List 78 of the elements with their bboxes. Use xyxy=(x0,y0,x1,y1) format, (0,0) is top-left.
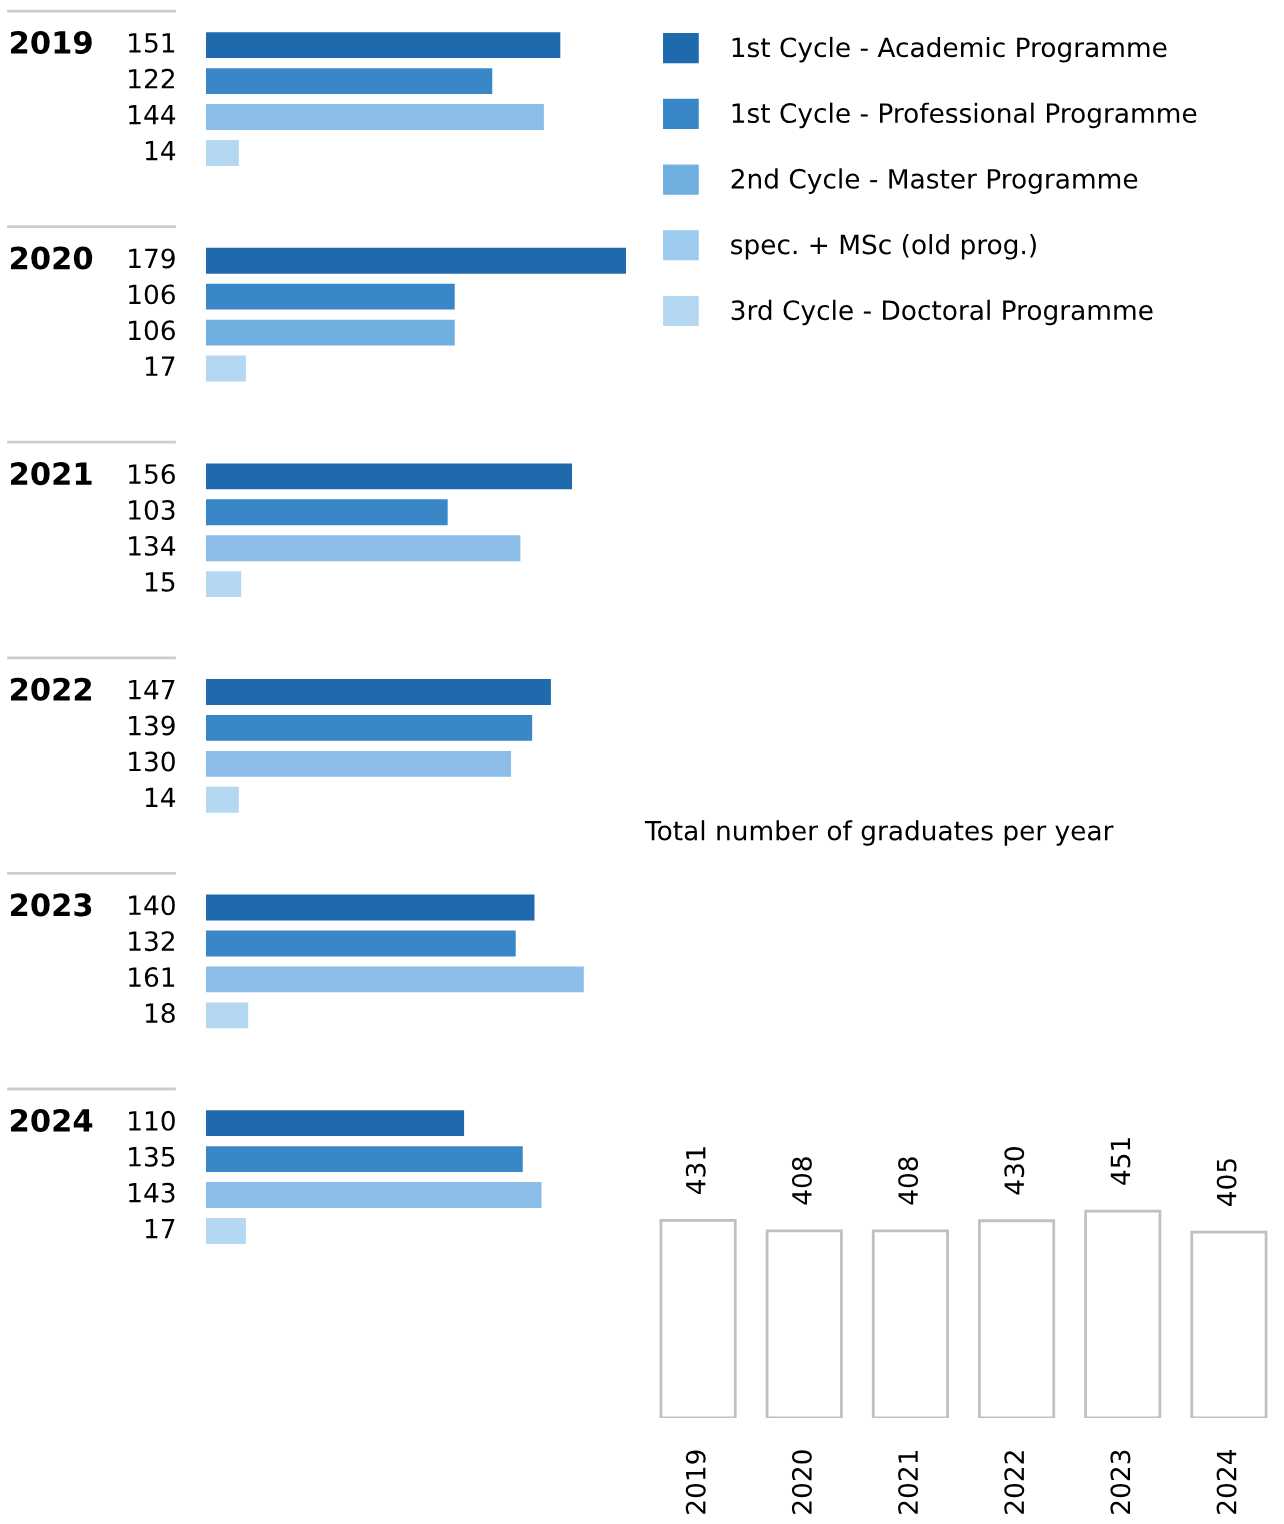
bar xyxy=(206,247,626,274)
data-label: 103 xyxy=(129,499,175,520)
data-label: 130 xyxy=(129,751,175,772)
y-tick-label: 2023 xyxy=(11,893,92,917)
y-tick-label: 2022 xyxy=(11,677,91,701)
legend-label: 3rd Cycle - Doctoral Programme xyxy=(731,299,1153,326)
data-label: 106 xyxy=(129,320,175,341)
bar xyxy=(206,786,239,813)
y-tick-label: 2020 xyxy=(11,246,93,270)
data-label: 144 xyxy=(129,105,176,125)
bar xyxy=(206,571,242,598)
legend-label: 1st Cycle - Academic Programme xyxy=(732,36,1167,63)
x-tick-label: 2022 xyxy=(1004,1451,1025,1514)
legend-label: 2nd Cycle - Master Programme xyxy=(731,168,1138,194)
data-label: 143 xyxy=(129,1182,175,1203)
data-label: 135 xyxy=(129,1146,175,1167)
data-label: 430 xyxy=(1004,1147,1025,1195)
bar xyxy=(659,1218,737,1418)
y-tick-label: 2024 xyxy=(11,1108,93,1133)
data-label: 18 xyxy=(145,1003,175,1024)
bar xyxy=(206,104,544,130)
bar xyxy=(871,1229,949,1418)
bar xyxy=(206,930,516,957)
data-label: 139 xyxy=(129,715,175,736)
data-label: 408 xyxy=(791,1157,812,1205)
bar xyxy=(206,966,584,993)
data-label: 405 xyxy=(1216,1159,1237,1206)
bar xyxy=(206,499,448,526)
data-label: 147 xyxy=(129,679,175,700)
data-label: 140 xyxy=(129,895,175,916)
data-label: 451 xyxy=(1110,1138,1131,1185)
bar xyxy=(206,1218,246,1244)
bar xyxy=(206,355,246,382)
chart-title: Total number of graduates per year xyxy=(644,820,1114,846)
bar xyxy=(206,714,533,741)
bar xyxy=(206,319,455,346)
legend-label: spec. + MSc (old prog.) xyxy=(731,234,1036,260)
data-label: 122 xyxy=(129,68,174,89)
x-tick-label: 2020 xyxy=(791,1450,812,1514)
bar xyxy=(1084,1209,1162,1418)
data-label: 17 xyxy=(145,1218,175,1239)
data-label: 14 xyxy=(145,141,176,161)
bar xyxy=(206,750,512,777)
bar xyxy=(206,68,493,95)
data-label: 408 xyxy=(898,1157,919,1205)
data-label: 431 xyxy=(685,1147,706,1194)
bar xyxy=(978,1219,1056,1418)
bar xyxy=(206,535,521,562)
data-label: 106 xyxy=(129,284,175,305)
bar xyxy=(206,1110,465,1137)
data-label: 110 xyxy=(129,1110,175,1131)
data-label: 179 xyxy=(129,248,175,269)
x-tick-label: 2023 xyxy=(1110,1450,1131,1514)
data-label: 151 xyxy=(129,33,175,53)
data-label: 161 xyxy=(129,967,175,988)
bar xyxy=(206,32,561,59)
bar xyxy=(206,283,455,310)
y-tick-label: 2019 xyxy=(11,30,92,55)
bar xyxy=(206,463,573,490)
bar xyxy=(206,140,239,166)
bar xyxy=(206,679,551,705)
bar xyxy=(206,1146,523,1173)
legend-label: 1st Cycle - Professional Programme xyxy=(732,102,1197,129)
x-tick-label: 2024 xyxy=(1216,1450,1237,1514)
bar xyxy=(1190,1230,1268,1418)
data-label: 132 xyxy=(129,931,174,952)
data-label: 17 xyxy=(145,356,175,376)
y-tick-label: 2021 xyxy=(11,462,92,486)
bar xyxy=(206,1182,542,1208)
data-label: 15 xyxy=(145,572,175,592)
x-tick-label: 2019 xyxy=(685,1450,706,1514)
data-label: 134 xyxy=(129,535,176,556)
data-label: 156 xyxy=(129,464,175,485)
bar xyxy=(206,1002,249,1029)
bar xyxy=(206,894,535,921)
x-tick-label: 2021 xyxy=(898,1450,919,1514)
data-label: 14 xyxy=(145,787,176,808)
bar xyxy=(765,1229,843,1418)
